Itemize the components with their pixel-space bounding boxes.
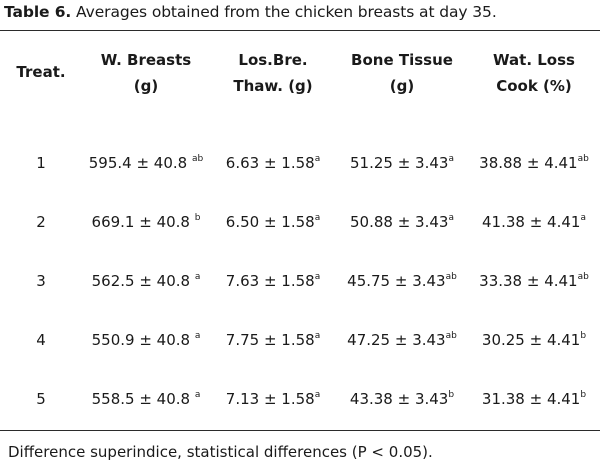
cell-wat-loss-cook: 31.38 ± 4.41b <box>481 389 587 408</box>
table-caption: Table 6. Averages obtained from the chic… <box>4 3 497 21</box>
cell-wat-loss-cook: 41.38 ± 4.41a <box>482 212 586 231</box>
cell-los-bre-thaw: 7.63 ± 1.58a <box>225 271 321 290</box>
cell-wat-loss-cook: 33.38 ± 4.41ab <box>479 271 589 290</box>
header-bone-tissue: Bone Tissue (g) <box>351 51 453 95</box>
cell-los-bre-thaw: 7.13 ± 1.58a <box>225 389 321 408</box>
cell-treat: 3 <box>36 271 46 290</box>
header-wat-loss-cook: Wat. Loss Cook (%) <box>493 51 575 95</box>
cell-bone-tissue: 50.88 ± 3.43a <box>350 212 454 231</box>
cell-bone-tissue: 51.25 ± 3.43a <box>350 153 454 172</box>
cell-los-bre-thaw: 6.63 ± 1.58a <box>225 153 321 172</box>
table-row: 3 562.5 ± 40.8 a 7.63 ± 1.58a 45.75 ± 3.… <box>0 251 600 310</box>
caption-text: Averages obtained from the chicken breas… <box>71 3 497 21</box>
table-row: 5 558.5 ± 40.8 a 7.13 ± 1.58a 43.38 ± 3.… <box>0 369 600 428</box>
cell-wat-loss-cook: 30.25 ± 4.41b <box>481 330 587 349</box>
cell-w-breasts: 595.4 ± 40.8 ab <box>88 153 204 172</box>
header-treat: Treat. <box>16 63 66 81</box>
cell-w-breasts: 562.5 ± 40.8 a <box>91 271 201 290</box>
table-row: 1 595.4 ± 40.8 ab 6.63 ± 1.58a 51.25 ± 3… <box>0 133 600 192</box>
cell-wat-loss-cook: 38.88 ± 4.41ab <box>479 153 589 172</box>
table-row: 4 550.9 ± 40.8 a 7.75 ± 1.58a 47.25 ± 3.… <box>0 310 600 369</box>
cell-los-bre-thaw: 7.75 ± 1.58a <box>225 330 321 349</box>
cell-treat: 4 <box>36 330 46 349</box>
header-w-breasts: W. Breasts (g) <box>100 51 192 95</box>
averages-table: Treat. W. Breasts (g) Los.Bre. Thaw. (g) B… <box>0 47 600 428</box>
bottom-rule <box>0 430 600 431</box>
cell-bone-tissue: 47.25 ± 3.43ab <box>347 330 457 349</box>
cell-treat: 5 <box>36 389 46 408</box>
cell-treat: 1 <box>36 153 46 172</box>
cell-treat: 2 <box>36 212 46 231</box>
table-row: 2 669.1 ± 40.8 b 6.50 ± 1.58a 50.88 ± 3.… <box>0 192 600 251</box>
cell-bone-tissue: 45.75 ± 3.43ab <box>347 271 457 290</box>
top-rule <box>0 30 600 31</box>
cell-bone-tissue: 43.38 ± 3.43b <box>349 389 455 408</box>
header-los-bre-thaw: Los.Bre. Thaw. (g) <box>233 51 313 95</box>
cell-los-bre-thaw: 6.50 ± 1.58a <box>225 212 321 231</box>
table-footnote: Difference superindice, statistical diff… <box>8 443 433 461</box>
cell-w-breasts: 550.9 ± 40.8 a <box>91 330 201 349</box>
header-row: Treat. W. Breasts (g) Los.Bre. Thaw. (g) B… <box>0 47 600 133</box>
cell-w-breasts: 558.5 ± 40.8 a <box>91 389 201 408</box>
cell-w-breasts: 669.1 ± 40.8 b <box>91 212 201 231</box>
caption-label: Table 6. <box>4 3 72 21</box>
